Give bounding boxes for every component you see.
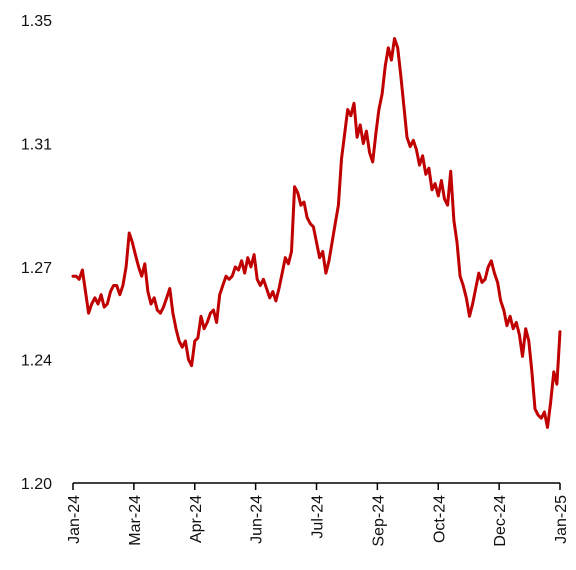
x-tick-label: Oct-24 (431, 495, 448, 543)
x-tick-label: Jul-24 (310, 495, 327, 539)
y-tick-label: 1.24 (21, 353, 52, 370)
y-axis: 1.20 1.24 1.27 1.31 1.35 (21, 13, 52, 493)
y-tick-label: 1.27 (21, 260, 52, 277)
x-tick-label: Jun-24 (249, 495, 266, 544)
y-tick-label: 1.31 (21, 136, 52, 153)
x-axis: Jan-24 Mar-24 Apr-24 Jun-24 Jul-24 Sep-24 Oct-… (66, 482, 570, 547)
series-line-0 (71, 37, 562, 429)
x-tick-label: Mar-24 (127, 495, 144, 546)
y-tick-label: 1.20 (21, 476, 52, 493)
y-tick-label: 1.35 (21, 13, 52, 30)
x-tick-label: Apr-24 (188, 495, 205, 543)
x-tick-label: Jan-24 (66, 495, 83, 544)
x-tick-label: Sep-24 (370, 495, 387, 547)
x-tick-label: Dec-24 (492, 495, 509, 547)
x-tick-label: Jan-25 (553, 495, 570, 544)
series-layer (71, 37, 562, 429)
